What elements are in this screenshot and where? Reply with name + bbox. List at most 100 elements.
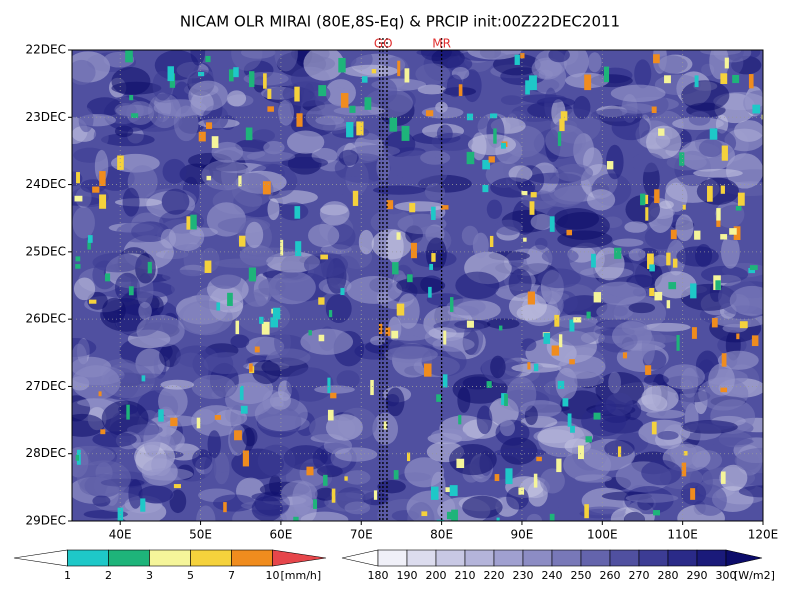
precip-patch xyxy=(720,73,728,84)
precip-patch xyxy=(280,239,284,256)
field-blob xyxy=(500,95,523,106)
precip-patch xyxy=(681,462,687,477)
colorbar-box xyxy=(667,549,698,567)
y-tick-label: 28DEC xyxy=(26,446,66,460)
precip-patch xyxy=(456,458,465,469)
precip-patch xyxy=(749,265,758,271)
precip-patch xyxy=(352,190,359,206)
precip-patch xyxy=(666,300,671,309)
precip-patch xyxy=(707,185,713,202)
precip-patch xyxy=(529,201,535,215)
precip-patch xyxy=(672,258,678,268)
precip-patch xyxy=(606,161,614,170)
precip-patch xyxy=(248,267,256,282)
precip-patch xyxy=(249,71,255,88)
colorbar-triangle xyxy=(725,549,763,567)
field-blob xyxy=(430,428,468,444)
precip-patch xyxy=(75,454,80,461)
precip-patch xyxy=(584,74,592,91)
precip-patch xyxy=(570,425,575,433)
precip-patch xyxy=(527,291,535,305)
precip-patch xyxy=(724,57,729,69)
field-blob xyxy=(424,183,446,201)
field-blob xyxy=(696,177,740,205)
precip-patch xyxy=(614,247,622,259)
precip-patch xyxy=(186,216,193,230)
field-blob xyxy=(404,457,445,488)
precip-patch xyxy=(173,484,181,489)
field-blob xyxy=(72,59,96,85)
precip-patch xyxy=(75,264,81,269)
field-blob xyxy=(320,255,334,278)
field-blob xyxy=(619,103,654,114)
field-blob xyxy=(621,319,648,336)
field-blob xyxy=(211,141,244,163)
field-blob xyxy=(92,495,111,507)
field-blob xyxy=(534,237,548,250)
field-blob xyxy=(287,130,325,154)
field-blob xyxy=(92,252,142,273)
precip-patch xyxy=(128,286,134,296)
precip-patch xyxy=(98,391,102,397)
field-blob xyxy=(73,277,96,301)
precip-patch xyxy=(732,74,740,84)
field-blob xyxy=(344,501,371,515)
precip-patch xyxy=(99,171,106,187)
field-blob xyxy=(336,370,360,389)
x-tick-label: 70E xyxy=(350,528,373,542)
precip-patch xyxy=(340,93,349,108)
precip-patch xyxy=(214,414,221,420)
precip-patch xyxy=(441,205,449,210)
precip-patch xyxy=(370,379,374,396)
field-blob xyxy=(520,338,537,352)
precip-patch xyxy=(514,54,520,65)
field-blob xyxy=(530,213,554,231)
precip-patch xyxy=(493,128,497,144)
field-blob xyxy=(346,276,403,304)
colorbar-box xyxy=(609,549,640,567)
precip-patch xyxy=(647,253,654,270)
field-blob xyxy=(188,80,228,111)
precip-patch xyxy=(645,365,652,375)
field-blob xyxy=(161,188,190,215)
field-blob xyxy=(652,254,670,267)
field-blob xyxy=(319,201,350,226)
colorbar-label: 1 xyxy=(64,569,71,582)
precip-patch xyxy=(227,292,233,306)
precip-patch xyxy=(140,498,146,512)
precip-patch xyxy=(498,325,503,331)
precip-patch xyxy=(654,189,660,204)
precip-patch xyxy=(259,316,264,324)
precip-patch xyxy=(567,413,572,427)
x-tick-label: 100E xyxy=(587,528,618,542)
precip-patch xyxy=(554,314,560,327)
field-blob xyxy=(274,50,298,72)
field-blob xyxy=(300,328,354,355)
field-blob xyxy=(246,151,296,162)
field-blob xyxy=(521,94,567,104)
field-blob xyxy=(314,385,355,394)
precip-patch xyxy=(558,334,563,348)
colorbar-label: 230 xyxy=(513,569,534,582)
field-blob xyxy=(268,270,316,305)
field-blob xyxy=(251,496,283,521)
precip-patch xyxy=(272,307,281,320)
field-blob xyxy=(526,513,542,521)
field-blob xyxy=(230,334,250,348)
precip-patch xyxy=(421,511,428,517)
precip-patch xyxy=(389,117,398,132)
field-blob xyxy=(225,382,274,417)
field-blob xyxy=(114,272,140,303)
field-blob xyxy=(563,448,612,482)
field-blob xyxy=(493,219,523,236)
precip-patch xyxy=(711,317,718,328)
precip-patch xyxy=(520,53,525,59)
precip-patch xyxy=(716,218,721,227)
precip-patch xyxy=(249,363,253,372)
precip-patch xyxy=(158,409,164,422)
colorbar-label: 10 xyxy=(266,569,280,582)
field-blob xyxy=(644,225,678,250)
field-blob xyxy=(214,258,269,269)
precip-patch xyxy=(445,487,453,493)
field-blob xyxy=(506,376,537,413)
